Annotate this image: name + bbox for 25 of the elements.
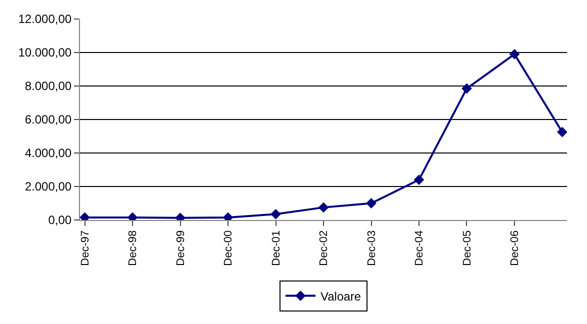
x-tick-label: Dec-04 xyxy=(414,230,426,266)
y-tick-label: 6.000,00 xyxy=(24,112,72,127)
y-tick-label: 12.000,00 xyxy=(18,12,72,26)
x-tick-label: Dec-06 xyxy=(509,230,522,266)
x-tick-label: Dec-05 xyxy=(461,230,474,266)
x-tick-label: Dec-02 xyxy=(318,230,330,266)
point xyxy=(270,208,281,220)
legend-label: Valoare xyxy=(320,289,362,304)
y-tick-label: 0,00 xyxy=(48,213,72,228)
point xyxy=(414,174,424,185)
point xyxy=(509,48,520,60)
x-tick-label: Dec-01 xyxy=(270,230,282,266)
point xyxy=(366,198,376,208)
y-tick-label: 4.000,00 xyxy=(24,146,72,160)
point xyxy=(318,202,329,213)
x-tick-label: Dec-99 xyxy=(174,230,187,266)
y-tick-label: 2.000,00 xyxy=(24,180,72,194)
x-tick-label: Dec-00 xyxy=(222,230,235,266)
x-tick-label: Dec-03 xyxy=(366,230,378,266)
point xyxy=(462,83,472,94)
y-tick-label: 10.000,00 xyxy=(18,46,72,60)
x-tick-label: Dec-97 xyxy=(79,230,92,266)
point xyxy=(557,126,567,138)
x-tick-label: Dec-98 xyxy=(127,230,140,266)
y-tick-label: 8.000,00 xyxy=(24,79,72,94)
